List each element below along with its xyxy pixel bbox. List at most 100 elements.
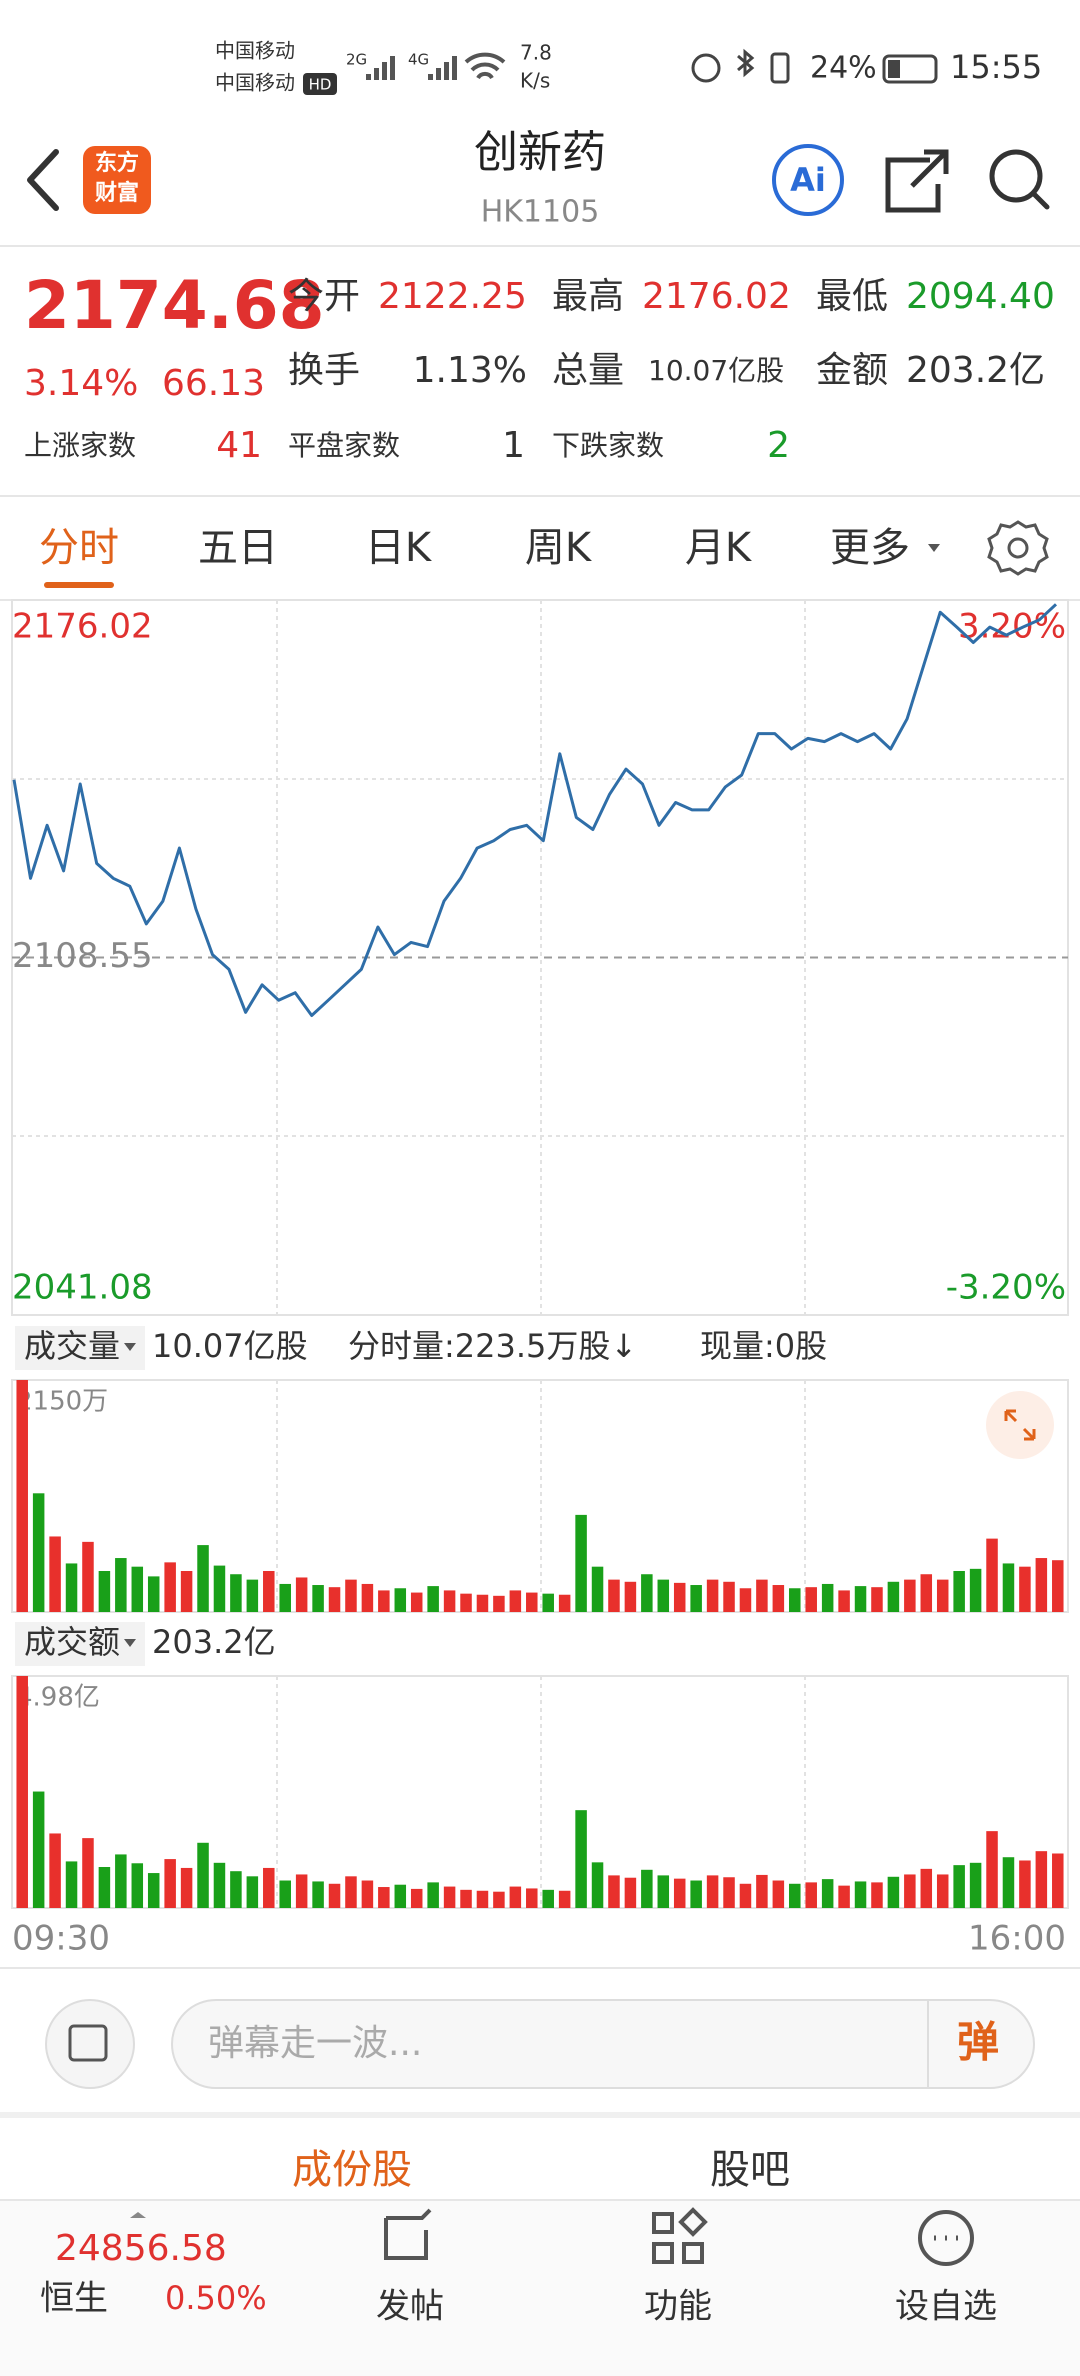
amount-selector[interactable] (15, 1622, 145, 1666)
tab[interactable]: 周K (525, 525, 593, 571)
bar (936, 1579, 949, 1612)
bar (493, 1891, 505, 1908)
tab[interactable]: 分时 (39, 525, 119, 571)
bar (821, 1583, 834, 1612)
speed-unit: K/s (520, 69, 550, 93)
time-end: 16:00 (968, 1919, 1066, 1959)
sub-tab[interactable]: 成份股 (292, 2147, 412, 2193)
bar (98, 1570, 111, 1612)
logo-text: 财富 (95, 180, 139, 206)
bar (164, 1562, 176, 1612)
bar (82, 1838, 94, 1908)
title: 创新药 (474, 127, 606, 178)
bar (690, 1880, 702, 1908)
bar (147, 1576, 160, 1612)
bar (180, 1867, 193, 1908)
hd-label: HD (309, 76, 332, 94)
logo[interactable] (83, 146, 151, 214)
tab[interactable]: 五日 (198, 525, 278, 571)
bar (624, 1581, 637, 1612)
bar (969, 1862, 982, 1908)
comment-input[interactable] (171, 1999, 1035, 2089)
bar (98, 1867, 111, 1908)
sub-tab[interactable]: 股吧 (710, 2147, 790, 2193)
volume-selector[interactable] (15, 1326, 145, 1370)
bar (706, 1579, 719, 1612)
bar (821, 1879, 834, 1908)
bar (641, 1574, 653, 1612)
bar (16, 1380, 28, 1612)
bar (526, 1888, 538, 1908)
index-name: 恒生 (40, 2279, 108, 2319)
expand-button[interactable] (986, 1391, 1054, 1459)
label: 金额 (816, 350, 888, 391)
bar (509, 1590, 522, 1612)
tab-indicator (44, 582, 114, 588)
bar (772, 1585, 785, 1612)
bar (624, 1877, 637, 1908)
bar (65, 1861, 78, 1908)
nav-item[interactable]: 设自选 (895, 2287, 997, 2327)
tab[interactable]: 更多 (830, 525, 910, 571)
alarm-icon (691, 53, 721, 83)
label: 最低 (816, 276, 888, 317)
bar (328, 1587, 341, 1612)
bar (328, 1883, 341, 1908)
bar (230, 1871, 242, 1908)
danmaku-button[interactable]: 弹 (957, 2018, 999, 2067)
bar (805, 1882, 817, 1908)
label: 下跌家数 (552, 429, 664, 462)
dropdown-arrow (928, 544, 940, 552)
danmaku-settings[interactable] (45, 1999, 135, 2089)
bar (131, 1863, 144, 1908)
bar (345, 1876, 357, 1908)
bar (690, 1585, 702, 1612)
bar (542, 1889, 554, 1908)
bar (32, 1791, 45, 1908)
bar (723, 1877, 735, 1908)
bar (706, 1875, 719, 1908)
current-volume: 现量:0股 (700, 1327, 827, 1365)
value: 1 (502, 425, 525, 466)
bar (32, 1493, 45, 1612)
grid (12, 600, 1068, 1908)
header: 东方 财富 创新药 HK1105 Ai (27, 127, 1050, 230)
y-tick-label: 2176.02 (12, 607, 153, 647)
settings-button[interactable] (987, 520, 1049, 576)
expand-icon (1004, 1409, 1036, 1441)
index-pct: 0.50% (165, 2279, 267, 2317)
danmaku-icon (68, 2024, 108, 2062)
dropdown-arrow (124, 1639, 136, 1647)
bar (936, 1874, 949, 1908)
bar (197, 1842, 209, 1908)
bar (427, 1882, 439, 1908)
logo-text: 东方 (95, 150, 139, 176)
ai-button[interactable] (772, 144, 844, 216)
search-button[interactable] (989, 149, 1043, 203)
bar (361, 1880, 374, 1908)
settings-hub (1007, 537, 1029, 559)
index-value[interactable]: 24856.58 (55, 2228, 227, 2269)
net-label: 2G (346, 51, 367, 69)
bar (197, 1545, 209, 1612)
y-tick-label: 4.98亿 (16, 1683, 100, 1713)
watchlist-icon (918, 2210, 974, 2266)
bar (378, 1887, 390, 1908)
tab[interactable]: 月K (685, 525, 753, 571)
bar (953, 1570, 965, 1612)
bar (295, 1874, 308, 1908)
y-tick-label: 2108.55 (12, 936, 153, 976)
speed: 7.8 (520, 41, 552, 65)
bar (887, 1876, 900, 1908)
tab[interactable]: 日K (365, 525, 433, 571)
bar (871, 1587, 883, 1612)
nav-item[interactable]: 发帖 (376, 2287, 444, 2327)
bar (920, 1574, 933, 1612)
back-button[interactable] (27, 149, 59, 211)
bar (115, 1854, 127, 1908)
label: 换手 (288, 350, 360, 391)
share-button[interactable] (885, 149, 949, 213)
bar (476, 1594, 489, 1612)
nav-item[interactable]: 功能 (644, 2287, 712, 2327)
